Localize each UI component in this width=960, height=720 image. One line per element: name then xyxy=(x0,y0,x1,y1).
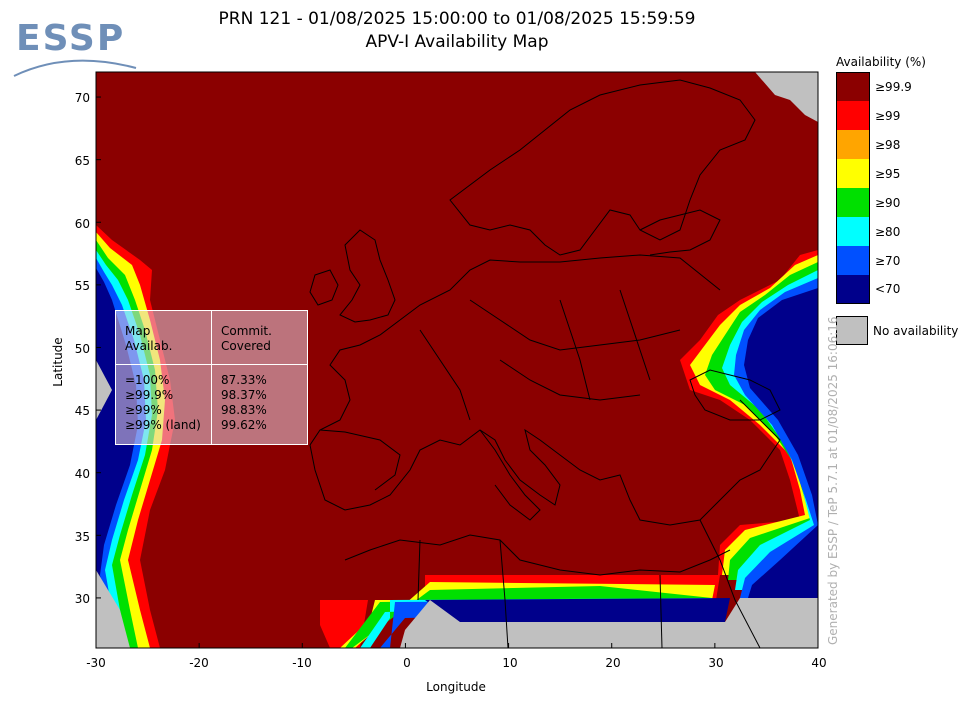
legend-swatch xyxy=(836,130,870,159)
legend-label: <70 xyxy=(875,282,901,296)
essp-logo: ESSP xyxy=(13,18,137,77)
tick-marks xyxy=(95,96,819,648)
stats-row-value: 87.33% xyxy=(221,373,267,387)
legend-swatch xyxy=(836,188,870,217)
y-tick-label: 40 xyxy=(74,467,90,481)
legend-label: ≥99.9 xyxy=(875,80,912,94)
stats-row-level: =100% xyxy=(125,373,170,387)
map-title-line1: PRN 121 - 01/08/2025 15:00:00 to 01/08/2… xyxy=(218,9,696,29)
legend-title: Availability (%) xyxy=(836,55,926,69)
plot-frame xyxy=(95,71,819,649)
y-tick-label: 60 xyxy=(74,217,90,231)
stats-row-value: 99.62% xyxy=(221,418,267,432)
legend-label: ≥80 xyxy=(875,225,901,239)
legend-swatch xyxy=(836,246,870,275)
y-tick-label: 55 xyxy=(74,279,90,293)
y-axis-label: Latitude xyxy=(51,337,65,387)
stats-row-value: 98.37% xyxy=(221,388,267,402)
x-tick-label: 40 xyxy=(811,656,827,670)
stats-row-level: ≥99% xyxy=(125,403,162,417)
map-title-line2: APV-I Availability Map xyxy=(365,32,549,52)
legend-label: ≥99 xyxy=(875,109,901,123)
legend-no-availability-label: No availability xyxy=(873,324,959,338)
legend-no-availability-swatch xyxy=(836,316,868,345)
x-tick-label: -10 xyxy=(292,656,312,670)
stats-header-commit-covered: Commit. Covered xyxy=(221,324,272,353)
x-tick-label: 10 xyxy=(502,656,518,670)
y-tick-label: 70 xyxy=(74,91,90,105)
stats-row-level: ≥99.9% xyxy=(125,388,174,402)
east-edge-bands xyxy=(680,72,818,598)
legend-swatch xyxy=(836,275,870,304)
y-tick-label: 65 xyxy=(74,154,90,168)
y-tick-label: 35 xyxy=(74,530,90,544)
legend-label: ≥95 xyxy=(875,167,901,181)
y-tick-label: 45 xyxy=(74,404,90,418)
generated-by-watermark: Generated by ESSP / TeP 5.7.1 at 01/08/2… xyxy=(826,316,840,645)
legend-label: ≥70 xyxy=(875,254,901,268)
coverage-stats-table: Map Availab. Commit. Covered =100% 87.33… xyxy=(115,310,308,445)
stats-row-level: ≥99% (land) xyxy=(125,418,201,432)
coastlines xyxy=(309,79,781,649)
x-tick-label: 0 xyxy=(403,656,411,670)
legend-label: ≥98 xyxy=(875,138,901,152)
svg-text:ESSP: ESSP xyxy=(16,18,125,59)
x-tick-label: 20 xyxy=(605,656,621,670)
legend-swatch xyxy=(836,101,870,130)
x-tick-label: -20 xyxy=(189,656,209,670)
x-tick-label: 30 xyxy=(708,656,724,670)
y-tick-label: 50 xyxy=(74,342,90,356)
legend-label: ≥90 xyxy=(875,196,901,210)
stats-row-value: 98.83% xyxy=(221,403,267,417)
legend-swatch xyxy=(836,217,870,246)
x-tick-label: -30 xyxy=(86,656,106,670)
x-axis-label: Longitude xyxy=(426,680,486,694)
stats-header-map-availability: Map Availab. xyxy=(125,324,173,353)
legend-swatch xyxy=(836,159,870,188)
south-edge-bands xyxy=(320,575,818,648)
y-tick-label: 30 xyxy=(74,592,90,606)
legend-swatch xyxy=(836,72,870,102)
